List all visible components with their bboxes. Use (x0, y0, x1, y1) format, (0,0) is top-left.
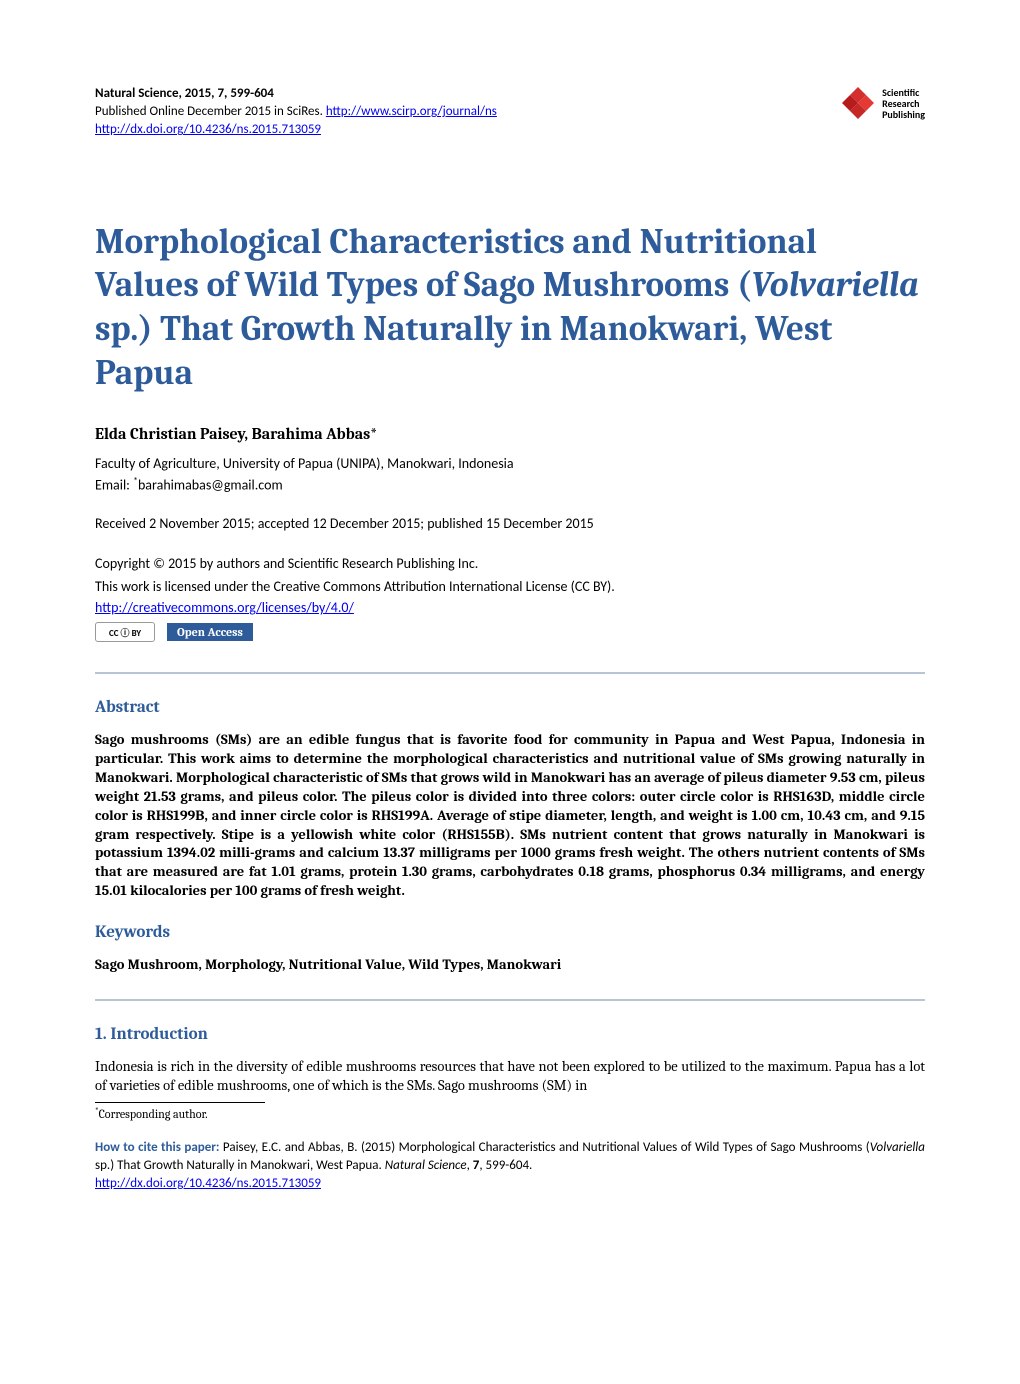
published-line: Published Online December 2015 in SciRes… (95, 103, 497, 121)
citation-text2: sp.) That Growth Naturally in Manokwari,… (95, 1158, 385, 1173)
abstract-heading: Abstract (95, 698, 925, 717)
dates-line: Received 2 November 2015; accepted 12 De… (95, 515, 925, 532)
logo-text-2: Research (882, 98, 925, 109)
divider-top (95, 672, 925, 674)
citation-box: How to cite this paper: Paisey, E.C. and… (95, 1139, 925, 1194)
abstract-text: Sago mushrooms (SMs) are an edible fungu… (95, 731, 925, 901)
title-italic: Volvariella (751, 264, 918, 305)
citation-italic1: Volvariella (870, 1140, 925, 1155)
logo-text: Scientific Research Publishing (882, 87, 925, 120)
badges-row: CC ⓘ BY Open Access (95, 622, 925, 642)
citation-text1: Paisey, E.C. and Abbas, B. (2015) Morpho… (223, 1140, 870, 1155)
doi-url-link[interactable]: http://dx.doi.org/10.4236/ns.2015.713059 (95, 122, 321, 137)
doi-line: http://dx.doi.org/10.4236/ns.2015.713059 (95, 121, 497, 139)
keywords-text: Sago Mushroom, Morphology, Nutritional V… (95, 956, 925, 973)
journal-url-link[interactable]: http://www.scirp.org/journal/ns (326, 104, 497, 119)
footnote-content: Corresponding author. (99, 1107, 208, 1121)
affiliation: Faculty of Agriculture, University of Pa… (95, 455, 925, 472)
article-title: Morphological Characteristics and Nutrit… (95, 220, 925, 395)
authors: Elda Christian Paisey, Barahima Abbas* (95, 425, 925, 443)
footnote-rule (95, 1102, 265, 1103)
journal-title: Natural Science, 2015, 7, 599-604 (95, 85, 497, 103)
email-line: Email: *barahimabas@gmail.com (95, 475, 925, 494)
title-part1: Morphological Characteristics and Nutrit… (95, 221, 817, 306)
citation-text4: , 599-604. (479, 1158, 532, 1173)
logo-text-1: Scientific (882, 87, 925, 98)
introduction-text: Indonesia is rich in the diversity of ed… (95, 1058, 925, 1096)
divider-bottom (95, 999, 925, 1001)
copyright-line2: This work is licensed under the Creative… (95, 577, 925, 597)
cc-badge-text: CC ⓘ BY (109, 626, 141, 639)
license-link-line: http://creativecommons.org/licenses/by/4… (95, 599, 925, 616)
published-prefix: Published Online December 2015 in SciRes… (95, 104, 326, 119)
citation-label: How to cite this paper: (95, 1140, 223, 1155)
footnote-text: *Corresponding author. (95, 1106, 925, 1121)
citation-url-link[interactable]: http://dx.doi.org/10.4236/ns.2015.713059 (95, 1176, 321, 1191)
email-address: barahimabas@gmail.com (138, 476, 283, 493)
journal-info: Natural Science, 2015, 7, 599-604 Publis… (95, 85, 497, 140)
email-prefix: Email: (95, 476, 133, 493)
keywords-heading: Keywords (95, 923, 925, 942)
introduction-heading: 1. Introduction (95, 1025, 925, 1044)
copyright-line1: Copyright © 2015 by authors and Scientif… (95, 554, 925, 574)
cc-badge-icon: CC ⓘ BY (95, 622, 155, 642)
srp-logo-icon (840, 85, 876, 121)
citation-italic2: Natural Science (385, 1158, 467, 1173)
open-access-badge: Open Access (167, 623, 253, 641)
logo-text-3: Publishing (882, 109, 925, 120)
license-url-link[interactable]: http://creativecommons.org/licenses/by/4… (95, 599, 354, 616)
header-row: Natural Science, 2015, 7, 599-604 Publis… (95, 85, 925, 140)
title-part2: sp.) That Growth Naturally in Manokwari,… (95, 308, 832, 393)
publisher-logo: Scientific Research Publishing (840, 85, 925, 121)
